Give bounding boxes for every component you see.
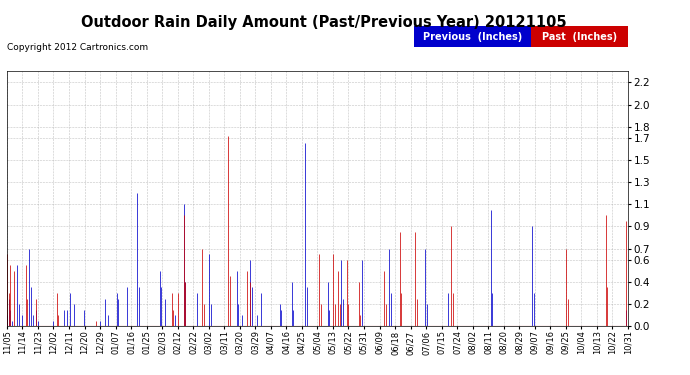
Text: Past  (Inches): Past (Inches) xyxy=(542,32,617,42)
Text: Outdoor Rain Daily Amount (Past/Previous Year) 20121105: Outdoor Rain Daily Amount (Past/Previous… xyxy=(81,15,567,30)
Text: Copyright 2012 Cartronics.com: Copyright 2012 Cartronics.com xyxy=(7,43,148,52)
Text: Previous  (Inches): Previous (Inches) xyxy=(423,32,522,42)
